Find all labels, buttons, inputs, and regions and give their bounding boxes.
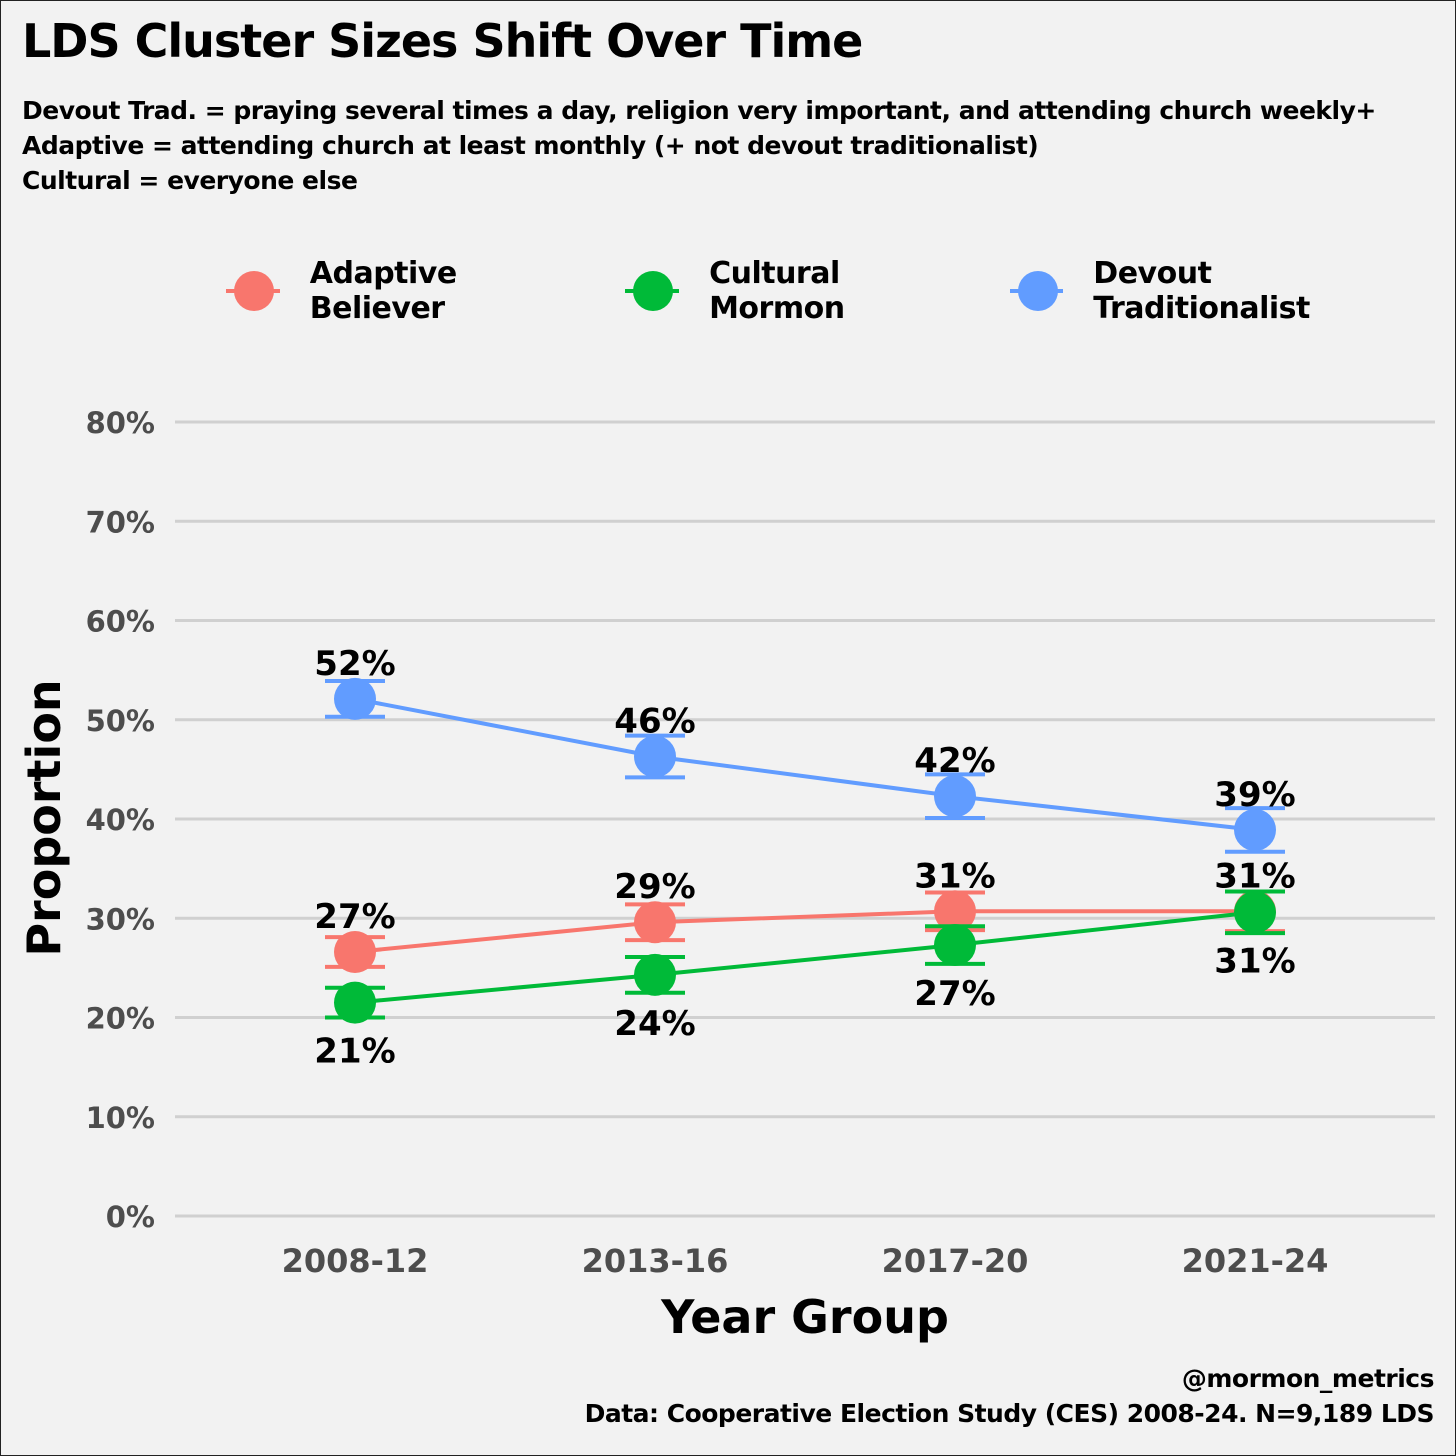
credit-handle: @mormon_metrics xyxy=(1181,1364,1435,1393)
data-label: 27% xyxy=(914,974,995,1014)
chart-title: LDS Cluster Sizes Shift Over Time xyxy=(22,14,863,68)
data-point xyxy=(934,775,976,818)
subtitle-line-1: Devout Trad. = praying several times a d… xyxy=(22,96,1376,125)
x-tick-label: 2008-12 xyxy=(282,1242,429,1280)
y-tick-label: 10% xyxy=(86,1101,155,1135)
y-tick-label: 30% xyxy=(86,902,155,936)
data-point xyxy=(634,901,676,944)
y-tick-label: 20% xyxy=(86,1002,155,1036)
legend-key-adaptive xyxy=(222,267,284,315)
data-point xyxy=(634,735,676,778)
x-axis-title: Year Group xyxy=(660,1290,949,1344)
y-axis-title: Proportion xyxy=(17,679,71,956)
x-tick-label: 2021-24 xyxy=(1182,1242,1329,1280)
data-label: 29% xyxy=(614,867,695,907)
y-tick-label: 60% xyxy=(86,605,155,639)
data-label: 21% xyxy=(314,1032,395,1072)
y-tick-label: 80% xyxy=(86,406,155,440)
y-tick-label: 70% xyxy=(86,505,155,539)
series-line-0 xyxy=(354,909,1255,954)
legend-key-devout xyxy=(1006,267,1068,315)
series-line-1 xyxy=(354,910,1256,1005)
legend-label: Adaptive Believer xyxy=(309,256,457,326)
x-tick-label: 2017-20 xyxy=(882,1242,1029,1280)
credit-source: Data: Cooperative Election Study (CES) 2… xyxy=(584,1399,1435,1428)
data-point xyxy=(934,924,976,967)
data-point xyxy=(1234,891,1276,934)
y-tick-label: 40% xyxy=(86,803,155,837)
data-label: 24% xyxy=(614,1004,695,1044)
legend: Adaptive Believer Cultural Mormon Devout… xyxy=(222,256,1456,326)
subtitle-line-3: Cultural = everyone else xyxy=(22,166,358,195)
data-point xyxy=(1234,808,1276,851)
y-tick-label: 0% xyxy=(106,1200,155,1234)
data-point xyxy=(334,677,376,720)
data-label: 39% xyxy=(1214,775,1295,815)
legend-item-adaptive: Adaptive Believer xyxy=(222,256,591,326)
data-point xyxy=(934,890,976,933)
data-label: 52% xyxy=(314,644,395,684)
legend-item-cultural: Cultural Mormon xyxy=(621,256,975,326)
data-label: 27% xyxy=(314,897,395,937)
data-label: 46% xyxy=(614,701,695,741)
subtitle-line-2: Adaptive = attending church at least mon… xyxy=(22,131,1039,160)
legend-label: Devout Traditionalist xyxy=(1093,256,1310,326)
x-tick-label: 2013-16 xyxy=(582,1242,729,1280)
legend-item-devout: Devout Traditionalist xyxy=(1006,256,1426,326)
data-point xyxy=(334,930,376,973)
data-label: 31% xyxy=(1214,941,1295,981)
data-label: 42% xyxy=(914,741,995,781)
y-tick-label: 50% xyxy=(86,704,155,738)
series-line-2 xyxy=(354,696,1256,832)
legend-key-cultural xyxy=(621,267,683,315)
data-label: 31% xyxy=(914,856,995,896)
data-point xyxy=(334,981,376,1024)
legend-label: Cultural Mormon xyxy=(709,256,845,326)
data-point xyxy=(634,953,676,996)
data-label: 31% xyxy=(1214,856,1295,896)
